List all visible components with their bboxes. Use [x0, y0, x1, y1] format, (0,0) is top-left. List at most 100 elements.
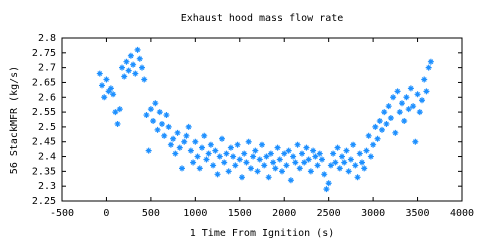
data-point: [350, 141, 357, 148]
data-point: [272, 165, 279, 172]
data-point: [194, 153, 201, 160]
data-point: [367, 153, 374, 160]
data-point: [390, 94, 397, 101]
data-point: [379, 126, 385, 133]
data-point: [401, 117, 408, 124]
data-point: [376, 117, 383, 124]
y-axis-label: 56 StackMFR (kg/s): [9, 66, 20, 174]
data-point: [125, 67, 132, 74]
x-tick-label: 4000: [450, 208, 474, 219]
data-point: [307, 168, 314, 175]
data-point: [319, 156, 325, 163]
data-point: [292, 159, 299, 166]
y-tick-label: 2.75: [32, 48, 56, 59]
data-point: [163, 112, 170, 119]
data-point: [223, 150, 230, 157]
y-tick-label: 2.8: [38, 33, 56, 44]
data-point: [210, 162, 217, 169]
data-point: [347, 156, 354, 163]
data-point: [310, 147, 317, 154]
x-tick-label: 3500: [406, 208, 430, 219]
data-point: [123, 58, 130, 65]
data-point: [161, 132, 168, 139]
data-point: [267, 150, 274, 157]
data-point: [190, 159, 197, 166]
data-point: [174, 129, 181, 136]
data-point: [192, 138, 199, 145]
data-point: [243, 159, 250, 166]
y-tick-label: 2.25: [32, 196, 56, 207]
data-point: [427, 58, 434, 65]
data-point: [405, 106, 412, 113]
data-point: [396, 109, 403, 116]
y-tick-label: 2.65: [32, 77, 56, 88]
data-point: [394, 88, 401, 95]
data-point: [359, 159, 365, 166]
data-point: [263, 153, 270, 160]
data-point: [183, 132, 190, 139]
x-tick-label: 1500: [228, 208, 252, 219]
data-point: [287, 177, 294, 184]
data-point: [285, 147, 292, 154]
data-point: [185, 123, 192, 130]
data-point: [305, 156, 312, 163]
data-point: [259, 141, 265, 148]
data-point: [299, 150, 305, 157]
data-point: [130, 61, 137, 68]
data-point: [112, 109, 119, 116]
x-tick-label: 500: [142, 208, 160, 219]
data-point: [416, 109, 423, 116]
data-point: [143, 112, 150, 119]
data-point: [110, 91, 117, 98]
data-point: [283, 162, 290, 169]
data-point: [352, 162, 359, 169]
y-tick-label: 2.3: [38, 181, 56, 192]
data-point: [127, 52, 134, 59]
data-point: [414, 91, 421, 98]
data-point: [403, 94, 410, 101]
data-point: [370, 141, 377, 148]
data-point: [314, 162, 321, 169]
data-point: [236, 156, 243, 163]
data-point: [225, 168, 232, 175]
data-point: [114, 120, 121, 127]
data-point: [385, 103, 392, 110]
data-point: [154, 126, 161, 133]
data-point: [205, 150, 212, 157]
y-tick-label: 2.4: [38, 152, 56, 163]
data-point: [410, 103, 417, 110]
x-tick-label: -500: [50, 208, 74, 219]
data-point: [136, 55, 143, 62]
data-point: [156, 109, 163, 116]
data-point: [119, 64, 125, 71]
data-point: [216, 153, 223, 160]
data-point: [239, 174, 245, 181]
data-point: [412, 138, 419, 145]
chart-title: Exhaust hood mass flow rate: [181, 13, 344, 24]
data-point: [339, 153, 345, 160]
data-point: [279, 168, 285, 175]
data-point: [232, 162, 239, 169]
data-point: [252, 147, 259, 154]
data-point: [187, 147, 194, 154]
data-point: [361, 165, 368, 172]
data-point: [265, 174, 272, 181]
data-point: [221, 159, 228, 166]
data-point: [241, 150, 248, 157]
data-point: [219, 135, 225, 142]
data-point: [103, 76, 110, 83]
data-point: [330, 150, 337, 157]
x-tick-label: 2000: [272, 208, 296, 219]
y-tick-label: 2.5: [38, 122, 56, 133]
y-tick-label: 2.7: [38, 63, 56, 74]
y-tick-label: 2.45: [32, 137, 56, 148]
data-point: [423, 88, 430, 95]
data-point: [116, 106, 123, 113]
data-point: [181, 138, 188, 145]
data-point: [345, 168, 352, 175]
data-point: [383, 120, 390, 127]
data-point: [159, 120, 165, 127]
data-point: [327, 162, 334, 169]
data-point: [203, 156, 210, 163]
data-point: [207, 141, 214, 148]
